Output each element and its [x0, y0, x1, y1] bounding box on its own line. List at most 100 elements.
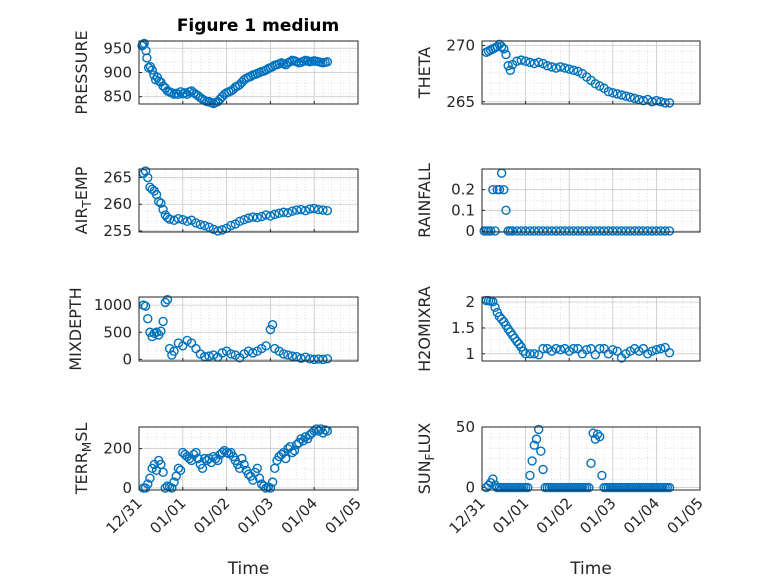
- x-tick-label: 12/31: [103, 494, 146, 537]
- x-tick-label: 01/04: [278, 494, 321, 537]
- data-point: [555, 62, 566, 72]
- axes-box: [138, 426, 359, 491]
- data-point: [516, 226, 526, 236]
- data-point: [647, 97, 657, 107]
- data-point: [638, 95, 649, 106]
- y-tick-label: 1000: [94, 296, 132, 314]
- data-point: [311, 424, 322, 434]
- data-point: [496, 314, 507, 324]
- data-point: [560, 226, 570, 236]
- data-point: [191, 343, 201, 354]
- data-point: [531, 434, 542, 444]
- data-point: [193, 453, 203, 464]
- data-point: [538, 343, 548, 354]
- y-axis-label: H2OMIXRA: [415, 286, 434, 372]
- data-point: [237, 453, 247, 464]
- y-tick-label: 1.5: [451, 319, 475, 337]
- data-point: [590, 226, 601, 236]
- data-point: [520, 349, 531, 359]
- y-axis-label: RAINFALL: [415, 163, 434, 238]
- data-point: [490, 226, 500, 236]
- data-point: [309, 203, 319, 214]
- data-point: [169, 477, 179, 487]
- subplot-6: 1 1.5 2 H2OMIXRA: [415, 286, 701, 372]
- axes-box: [481, 426, 701, 491]
- data-point: [291, 205, 302, 215]
- data-point: [520, 56, 531, 66]
- data-point: [248, 348, 258, 358]
- figure-title: Figure 1 medium: [177, 16, 339, 36]
- data-point: [533, 350, 544, 360]
- data-point: [265, 483, 276, 493]
- subplot-8: 0 50 12/31 01/01 01/02 01/03 01/04 01/05 Time SUN…: [415, 418, 707, 579]
- data-point: [151, 327, 162, 337]
- data-point: [322, 57, 333, 67]
- data-point: [664, 98, 675, 108]
- data-point: [235, 216, 245, 227]
- x-tick-label: 01/03: [234, 494, 277, 537]
- subplot-3: 255 260 265 AIRTEMP: [72, 166, 359, 240]
- data-point: [267, 477, 278, 487]
- data-point: [213, 226, 223, 236]
- data-point: [542, 226, 553, 236]
- data-point: [634, 226, 644, 236]
- data-point: [208, 224, 219, 235]
- data-point: [499, 184, 509, 195]
- y-tick-label: 900: [103, 64, 132, 82]
- data-point: [496, 41, 507, 52]
- data-point: [656, 226, 666, 236]
- x-tick-label: 01/05: [322, 494, 365, 537]
- data-point: [651, 344, 662, 355]
- data-point: [195, 219, 206, 230]
- data-point: [547, 62, 557, 72]
- y-tick-label: 200: [103, 440, 132, 458]
- y-tick-label: 255: [103, 222, 132, 240]
- data-point: [197, 463, 208, 474]
- x-tick-label: 01/01: [489, 494, 532, 537]
- y-tick-label: 0.1: [451, 201, 475, 219]
- data-point: [143, 172, 153, 183]
- data-point: [592, 429, 603, 439]
- data-point: [664, 226, 675, 236]
- x-tick-label: 01/03: [576, 494, 619, 537]
- data-point: [547, 226, 557, 236]
- data-point: [278, 207, 289, 217]
- y-axis-label: PRESSURE: [72, 30, 91, 114]
- data-point: [217, 348, 227, 358]
- data-point: [151, 465, 162, 476]
- data-point: [568, 65, 579, 75]
- data-point: [226, 220, 236, 231]
- data-point: [581, 344, 592, 355]
- data-point: [529, 349, 540, 359]
- subplot-2: 265 270 THETA: [415, 37, 701, 111]
- data-point: [647, 346, 657, 356]
- data-point: [283, 208, 293, 218]
- data-point: [512, 56, 522, 66]
- data-point: [595, 431, 605, 442]
- data-point: [289, 445, 300, 456]
- data-point: [494, 184, 505, 195]
- data-point: [525, 57, 535, 68]
- data-point: [496, 168, 507, 178]
- y-tick-label: 0: [122, 479, 132, 497]
- data-point: [595, 226, 605, 236]
- y-tick-label: 0: [465, 222, 475, 240]
- data-point: [243, 346, 254, 356]
- data-point: [501, 49, 511, 60]
- data-point: [145, 473, 155, 483]
- data-point: [182, 216, 192, 227]
- y-tick-label: 0: [122, 350, 132, 368]
- y-tick-label: 0: [465, 479, 475, 497]
- data-point: [551, 226, 561, 236]
- y-tick-label: 0.2: [451, 181, 475, 199]
- data-point: [169, 215, 179, 225]
- data-point: [291, 440, 302, 450]
- data-point: [501, 205, 511, 216]
- data-point: [573, 226, 583, 236]
- data-point: [542, 61, 553, 71]
- data-point: [199, 220, 210, 231]
- data-point: [296, 434, 306, 444]
- data-point: [586, 458, 596, 469]
- data-point: [568, 226, 579, 236]
- data-point: [612, 89, 622, 99]
